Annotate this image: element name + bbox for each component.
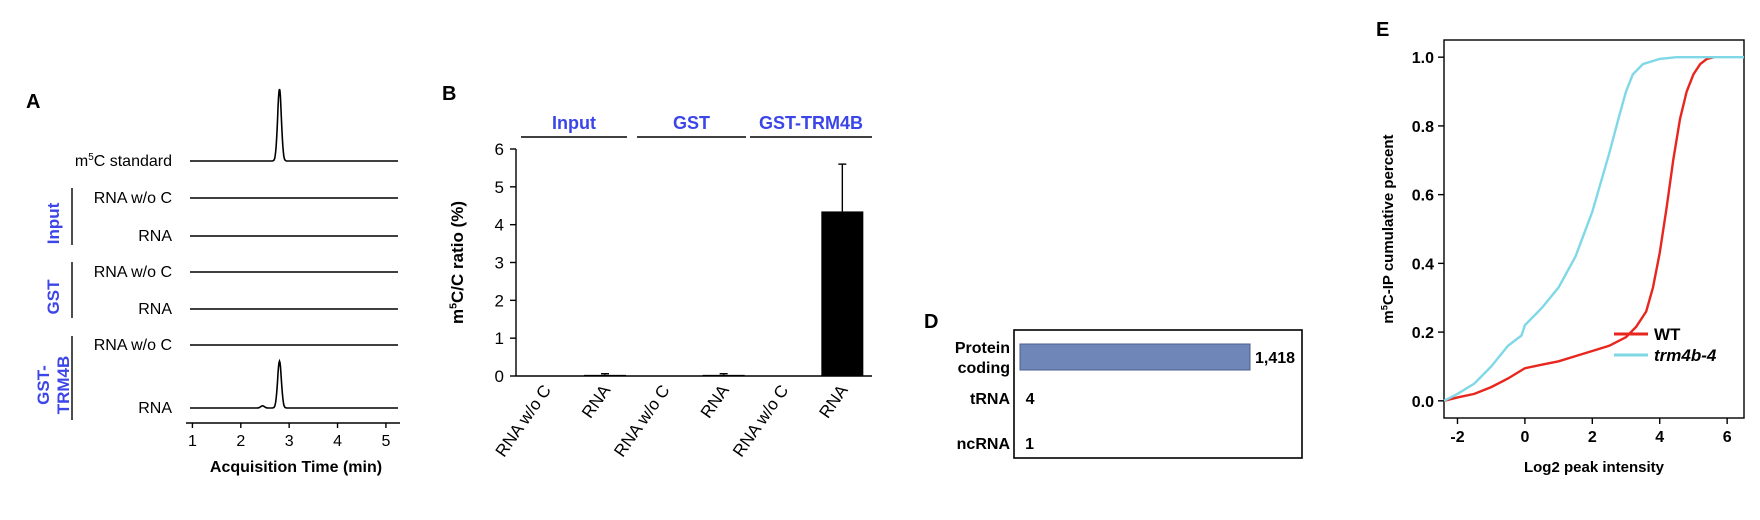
trace-label: RNA w/o C	[94, 264, 172, 281]
trace-label: RNA	[138, 400, 172, 417]
category-label: tRNA	[970, 391, 1010, 408]
trace-line	[190, 358, 398, 409]
value-label: 1,418	[1255, 350, 1295, 367]
panel-a: m5C standard RNA w/o C RNA RNA w/o C RNA RNA …	[34, 88, 400, 476]
group-header: Input	[552, 113, 596, 133]
trace-line	[190, 88, 398, 162]
panel-letter-d: D	[924, 311, 938, 333]
x-tick-label: 5	[381, 433, 390, 450]
plot-frame	[1013, 329, 1303, 459]
y-tick-label: 0.2	[1412, 325, 1434, 342]
panel-letter-e: E	[1376, 19, 1389, 41]
x-tick-label: RNA w/o C	[729, 381, 792, 460]
y-tick-label: 6	[495, 140, 504, 159]
bar	[821, 211, 864, 376]
y-tick-label: 2	[495, 291, 504, 310]
y-tick-label: 0	[495, 367, 504, 386]
y-tick-label: 4	[495, 216, 504, 235]
value-label: 1	[1025, 436, 1034, 453]
bar	[584, 374, 626, 376]
group-header: GST	[673, 113, 710, 133]
series-line-0	[1443, 56, 1714, 402]
x-tick-label: 4	[333, 433, 342, 450]
x-axis-title: Acquisition Time (min)	[210, 459, 382, 476]
x-tick-label: 2	[1588, 429, 1597, 446]
category-label: Protein	[955, 340, 1010, 357]
legend-label: WT	[1654, 325, 1681, 344]
y-tick-label: 5	[495, 178, 504, 197]
y-tick-label: 3	[495, 254, 504, 273]
x-tick-label: RNA w/o C	[492, 381, 555, 460]
x-axis-title: Log2 peak intensity	[1524, 459, 1665, 476]
trace-label: m5C standard	[75, 152, 172, 170]
y-tick-label: 1	[495, 329, 504, 348]
group-header: GST-TRM4B	[759, 113, 863, 133]
group-label: GST	[44, 279, 63, 315]
x-tick-label: 2	[236, 433, 245, 450]
value-label: 4	[1026, 391, 1035, 408]
x-tick-label: 3	[285, 433, 294, 450]
x-tick-label: RNA	[578, 381, 615, 422]
x-tick-label: 6	[1723, 429, 1732, 446]
y-tick-label: 0.6	[1412, 188, 1434, 205]
x-tick-label: RNA w/o C	[610, 381, 673, 460]
x-tick-label: 1	[188, 433, 197, 450]
x-tick-label: -2	[1450, 429, 1464, 446]
x-tick-label: 4	[1655, 429, 1664, 446]
y-tick-label: 0.4	[1412, 256, 1434, 273]
y-tick-label: 0.0	[1412, 394, 1434, 411]
category-label: coding	[958, 360, 1010, 377]
x-tick-label: 0	[1520, 429, 1529, 446]
trace-label: RNA	[138, 301, 172, 318]
group-label: Input	[44, 202, 63, 244]
category-label: ncRNA	[957, 436, 1011, 453]
bar	[1019, 343, 1251, 371]
trace-label: RNA	[138, 228, 172, 245]
group-label: GST-	[34, 365, 53, 405]
y-tick-label: 1.0	[1412, 50, 1434, 67]
group-label: TRM4B	[54, 356, 73, 415]
y-tick-label: 0.8	[1412, 119, 1434, 136]
panel-letter-a: A	[26, 91, 40, 113]
panel-d: Protein coding 1,418 tRNA 4 ncRNA 1	[955, 329, 1303, 459]
x-tick-label: RNA	[815, 381, 852, 422]
x-tick-label: RNA	[697, 381, 734, 422]
y-axis-title: m5C/C ratio (%)	[448, 201, 467, 324]
panel-letter-b: B	[442, 83, 456, 105]
plot-frame	[1443, 39, 1745, 419]
legend-label: trm4b-4	[1654, 346, 1717, 365]
trace-label: RNA w/o C	[94, 190, 172, 207]
bar	[702, 374, 745, 376]
y-axis-title: m5C-IP cumulative percent	[1379, 134, 1397, 323]
series-line-1	[1443, 56, 1744, 402]
panel-e: 0.0 0.2 0.4 0.6 0.8 1.0 -2 0 2 4 6 Log2 peak intens…	[1379, 39, 1745, 476]
trace-label: RNA w/o C	[94, 337, 172, 354]
